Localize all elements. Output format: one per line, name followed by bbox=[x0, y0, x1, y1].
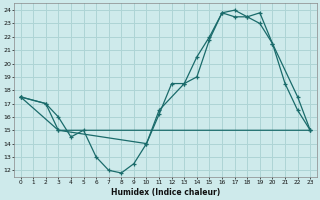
X-axis label: Humidex (Indice chaleur): Humidex (Indice chaleur) bbox=[111, 188, 220, 197]
